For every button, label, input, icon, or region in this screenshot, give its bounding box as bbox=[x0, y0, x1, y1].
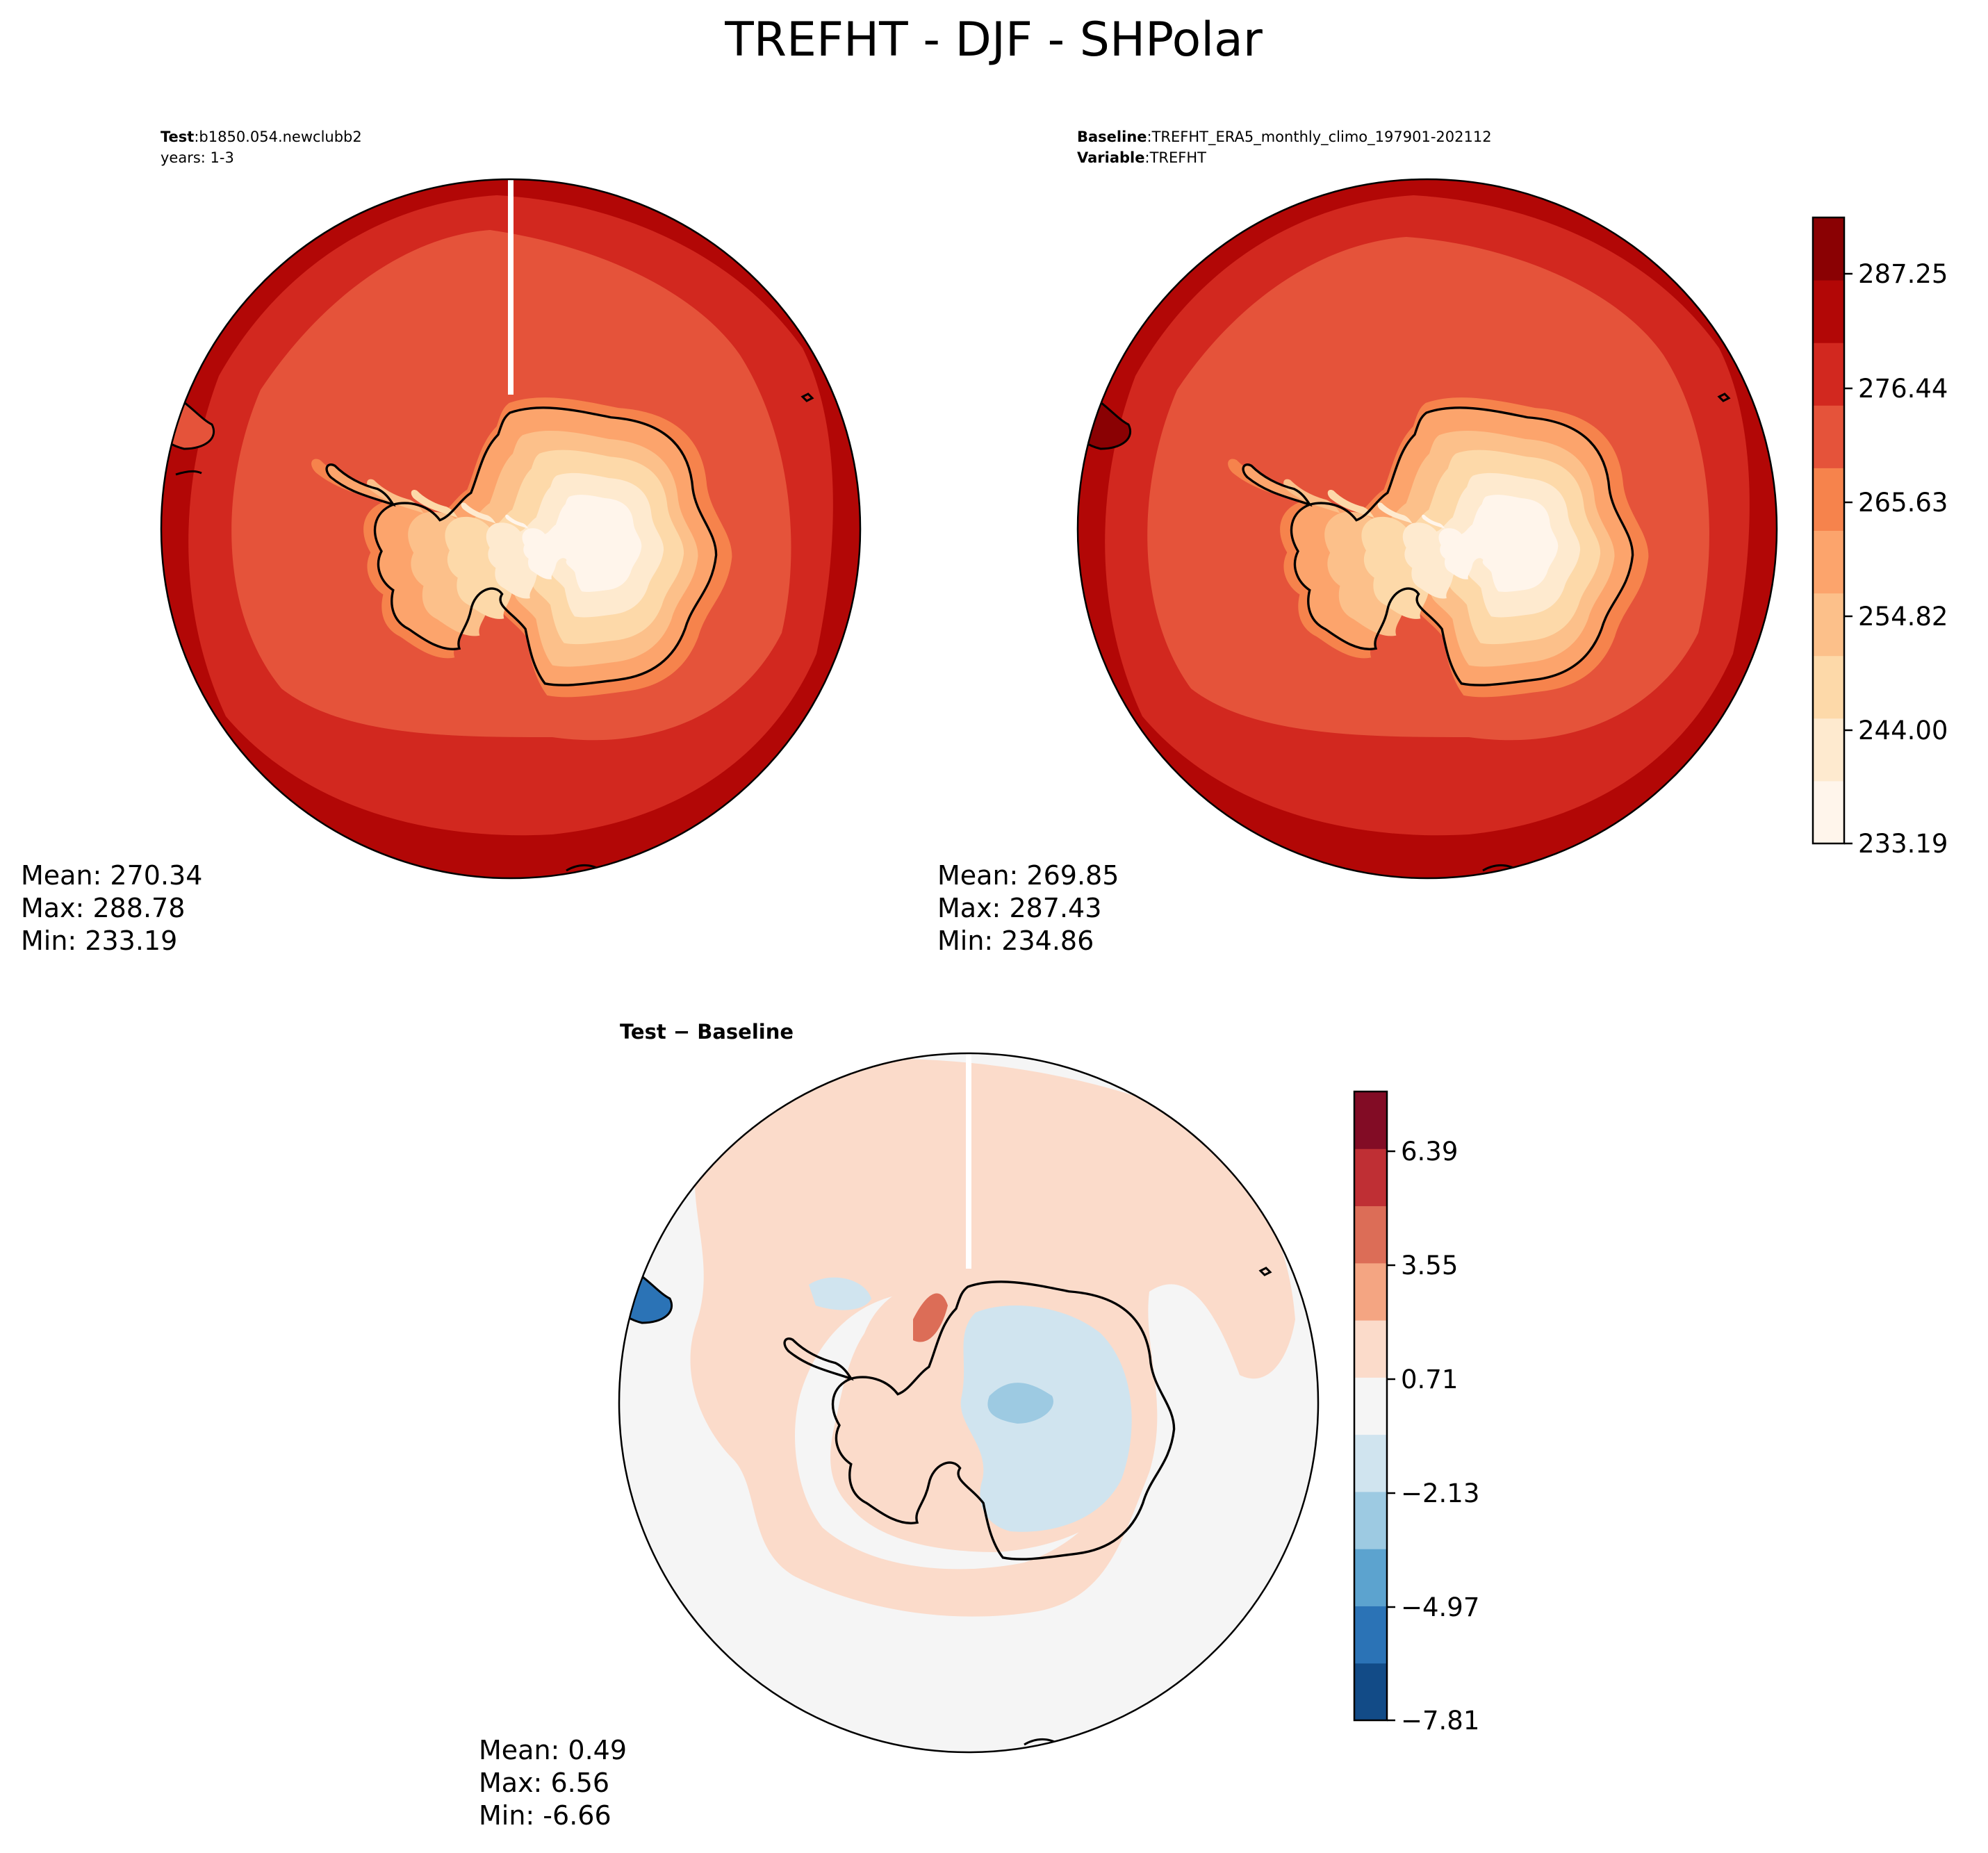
colorbar-difference-color-block bbox=[1354, 1148, 1387, 1207]
diff-title: Test − Baseline bbox=[620, 1020, 794, 1044]
colorbar-absolute-tick-label: 276.44 bbox=[1858, 374, 1948, 404]
colorbar-difference-color-block bbox=[1354, 1434, 1387, 1492]
colorbar-absolute-color-block bbox=[1813, 343, 1844, 406]
test-years: years: 1-3 bbox=[161, 149, 234, 166]
baseline-case-name: TREFHT_ERA5_monthly_climo_197901-202112 bbox=[1151, 129, 1492, 146]
colorbar-difference-tick-label: 3.55 bbox=[1401, 1251, 1458, 1280]
test-panel: Test:b1850.054.newclubb2 years: 1-3 bbox=[21, 129, 862, 956]
colorbar-difference-color-block bbox=[1354, 1549, 1387, 1606]
test-min: Min: 233.19 bbox=[21, 925, 177, 956]
colorbar-absolute-color-block bbox=[1813, 655, 1844, 719]
diff-map bbox=[618, 1052, 1320, 1754]
test-max: Max: 288.78 bbox=[21, 893, 185, 923]
colorbar-difference-tick-label: 0.71 bbox=[1401, 1365, 1458, 1394]
diff-min: Min: -6.66 bbox=[479, 1800, 611, 1831]
colorbar-absolute: 287.25 276.44 265.63 254.82 244.00 233.19 bbox=[1812, 216, 1948, 859]
colorbar-absolute-tick-label: 233.19 bbox=[1858, 829, 1948, 859]
colorbar-difference-color-block bbox=[1354, 1377, 1387, 1435]
svg-text:Test:b1850.054.newclubb2: Test:b1850.054.newclubb2 bbox=[161, 129, 362, 145]
colorbar-absolute-color-block bbox=[1813, 468, 1844, 531]
figure-title: TREFHT - DJF - SHPolar bbox=[724, 13, 1263, 67]
baseline-map bbox=[1076, 178, 1778, 880]
test-label: Test bbox=[161, 129, 194, 145]
baseline-mean: Mean: 269.85 bbox=[937, 860, 1119, 891]
colorbar-absolute-color-block bbox=[1813, 530, 1844, 594]
colorbar-difference-color-block bbox=[1354, 1205, 1387, 1264]
baseline-label: Baseline bbox=[1077, 129, 1147, 145]
colorbar-absolute-color-block bbox=[1813, 780, 1844, 844]
baseline-max: Max: 287.43 bbox=[937, 893, 1101, 923]
test-map bbox=[160, 178, 862, 880]
diff-panel: Test − Baseline M bbox=[479, 1020, 1320, 1831]
baseline-label-sep: : bbox=[1147, 129, 1152, 145]
colorbar-difference-tick-label: −2.13 bbox=[1401, 1479, 1479, 1508]
test-case-name: b1850.054.newclubb2 bbox=[199, 129, 361, 145]
colorbar-difference-color-block bbox=[1354, 1262, 1387, 1321]
variable-name: TREFHT bbox=[1149, 149, 1207, 166]
diff-mean: Mean: 0.49 bbox=[479, 1735, 627, 1765]
baseline-min: Min: 234.86 bbox=[937, 925, 1094, 956]
colorbar-absolute-color-block bbox=[1813, 718, 1844, 782]
colorbar-difference-color-block bbox=[1354, 1663, 1387, 1721]
test-mean: Mean: 270.34 bbox=[21, 860, 202, 891]
colorbar-absolute-color-block bbox=[1813, 280, 1844, 343]
test-label-sep: : bbox=[194, 129, 199, 145]
svg-text:Baseline:TREFHT_ERA5_monthly_c: Baseline:TREFHT_ERA5_monthly_climo_19790… bbox=[1077, 129, 1492, 146]
svg-text:Variable:TREFHT: Variable:TREFHT bbox=[1077, 149, 1206, 166]
colorbar-absolute-tick-label: 287.25 bbox=[1858, 259, 1948, 289]
colorbar-absolute-tick-label: 244.00 bbox=[1858, 716, 1948, 746]
baseline-panel: Baseline:TREFHT_ERA5_monthly_climo_19790… bbox=[937, 129, 1778, 956]
colorbar-difference-color-block bbox=[1354, 1092, 1387, 1149]
colorbar-absolute-color-block bbox=[1813, 593, 1844, 657]
colorbar-absolute-color-block bbox=[1813, 217, 1844, 281]
colorbar-difference: 6.39 3.55 0.71 −2.13 −4.97 −7.81 bbox=[1353, 1090, 1479, 1736]
variable-label: Variable bbox=[1077, 149, 1144, 166]
diff-max: Max: 6.56 bbox=[479, 1768, 609, 1798]
colorbar-difference-tick-label: −4.97 bbox=[1401, 1592, 1479, 1622]
colorbar-absolute-tick-label: 254.82 bbox=[1858, 602, 1948, 632]
colorbar-absolute-tick-label: 265.63 bbox=[1858, 488, 1948, 518]
colorbar-absolute-color-block bbox=[1813, 405, 1844, 468]
colorbar-difference-color-block bbox=[1354, 1491, 1387, 1549]
colorbar-difference-color-block bbox=[1354, 1320, 1387, 1378]
colorbar-difference-tick-label: −7.81 bbox=[1401, 1706, 1479, 1736]
variable-label-sep: : bbox=[1144, 149, 1149, 166]
colorbar-difference-tick-label: 6.39 bbox=[1401, 1137, 1458, 1167]
colorbar-difference-color-block bbox=[1354, 1606, 1387, 1664]
